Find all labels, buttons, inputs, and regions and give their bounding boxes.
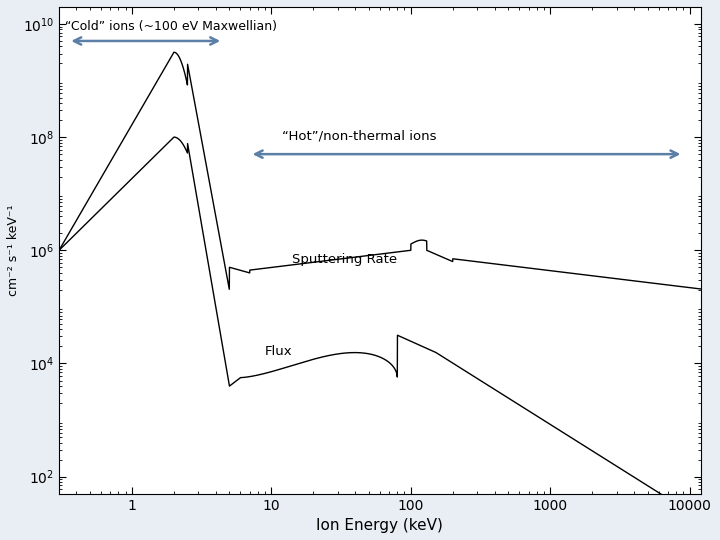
Text: “Cold” ions (~100 eV Maxwellian): “Cold” ions (~100 eV Maxwellian) (65, 19, 276, 33)
Text: Sputtering Rate: Sputtering Rate (292, 253, 397, 266)
Text: “Hot”/non-thermal ions: “Hot”/non-thermal ions (282, 130, 437, 143)
X-axis label: Ion Energy (keV): Ion Energy (keV) (317, 518, 444, 533)
Y-axis label: cm⁻² s⁻¹ keV⁻¹: cm⁻² s⁻¹ keV⁻¹ (7, 205, 20, 296)
Text: Flux: Flux (265, 345, 292, 358)
